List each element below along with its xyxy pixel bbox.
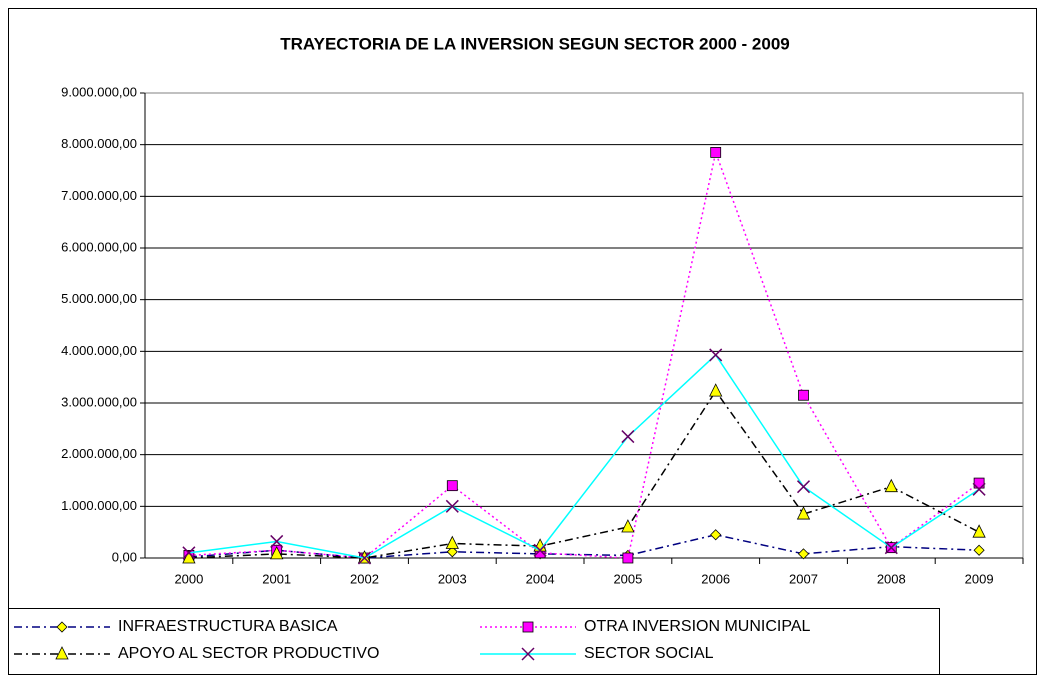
y-tick-label: 6.000.000,00 [61,239,137,254]
marker [357,551,372,565]
marker [973,477,985,489]
series-line [188,353,980,559]
marker [972,482,986,496]
x-tick-label: 2009 [965,571,994,586]
y-tick-label: 8.000.000,00 [61,136,137,151]
marker [972,524,986,538]
marker [709,383,723,397]
legend-marker [56,621,68,633]
y-tick-label: 2.000.000,00 [61,446,137,461]
y-tick-label: 7.000.000,00 [61,188,137,203]
series-line [188,389,980,559]
y-tick-label: 1.000.000,00 [61,498,137,513]
x-tick-label: 2006 [701,571,730,586]
marker [798,389,809,401]
marker [621,430,635,444]
x-tick-label: 2000 [174,571,203,586]
marker [270,534,284,548]
x-tick-label: 2007 [789,571,818,586]
chart-title: TRAYECTORIA DE LA INVERSION SEGUN SECTOR… [280,34,790,53]
marker [533,543,547,557]
x-tick-label: 2004 [526,571,555,586]
marker [182,550,196,564]
x-tick-label: 2001 [262,571,291,586]
marker [710,147,722,158]
x-tick-label: 2005 [613,571,642,586]
marker [446,546,458,558]
y-tick-label: 9.000.000,00 [61,84,137,99]
marker [796,480,811,494]
y-tick-label: 5.000.000,00 [61,291,137,306]
marker [710,529,722,541]
marker [884,478,898,493]
marker [709,348,723,362]
legend-box [8,608,940,675]
legend-marker [521,647,535,661]
x-tick-label: 2008 [877,571,906,586]
marker [797,548,810,560]
legend-label: SECTOR SOCIAL [584,645,714,662]
marker [445,499,459,513]
marker [621,519,635,533]
marker [446,480,458,492]
marker [622,552,634,564]
legend-marker [522,621,534,633]
marker [270,545,284,560]
marker [445,535,459,549]
y-tick-label: 3.000.000,00 [61,394,137,409]
legend-marker [55,646,69,660]
legend-label: OTRA INVERSION MUNICIPAL [584,618,811,635]
series-line [188,533,980,559]
marker [796,506,811,520]
legend-label: APOYO AL SECTOR PRODUCTIVO [118,645,379,662]
marker [973,544,985,556]
marker [182,546,196,560]
marker [884,541,898,555]
x-tick-label: 2003 [438,571,467,586]
y-tick-label: 4.000.000,00 [61,343,137,358]
y-tick-label: 0,00 [112,549,137,564]
chart-border [8,8,1037,675]
x-tick-label: 2002 [350,571,379,586]
legend-label: INFRAESTRUCTURA BASICA [118,618,338,635]
